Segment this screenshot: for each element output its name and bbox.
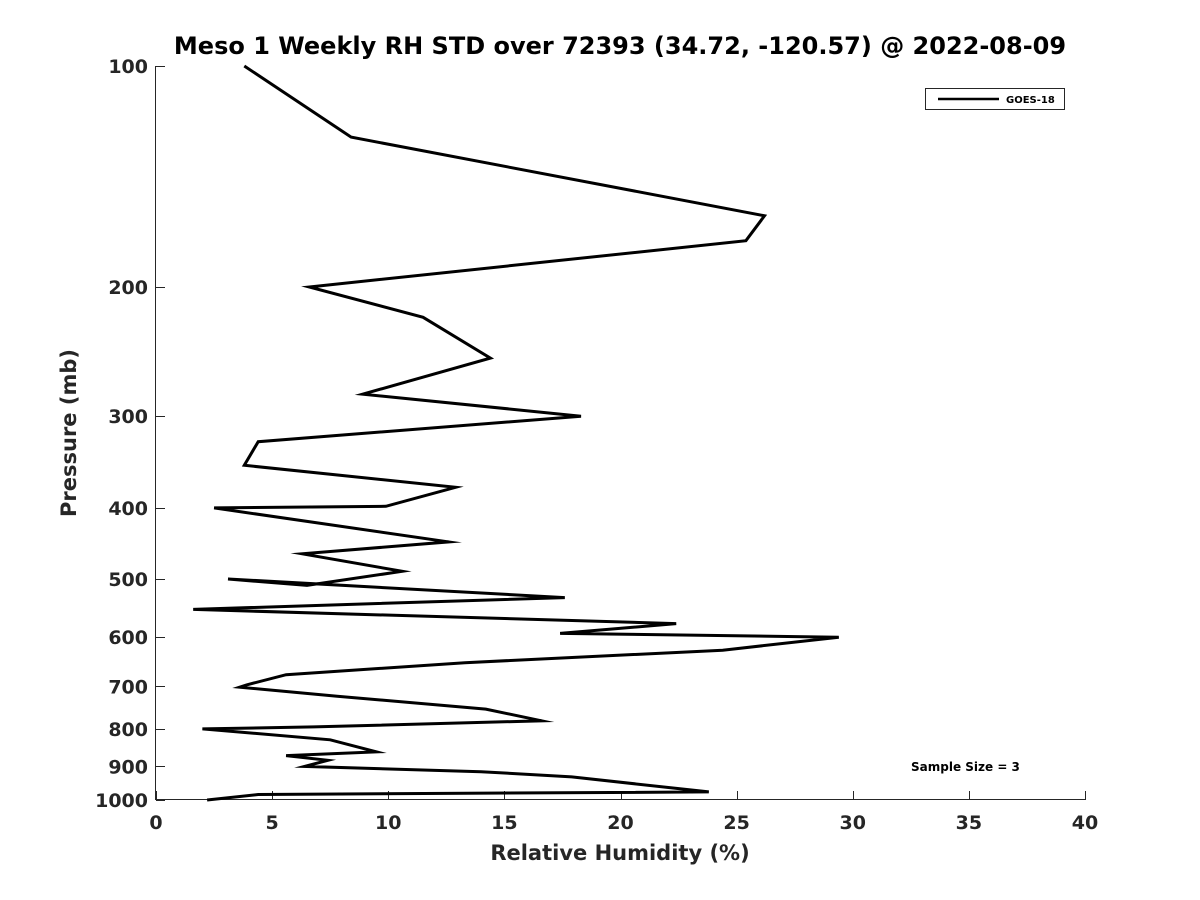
series-line-goes-18 — [193, 64, 839, 802]
y-ticks: 100 200 300 400 500 600 700 800 900 1000 — [95, 56, 165, 812]
y-axis-label: Pressure (mb) — [57, 349, 81, 517]
y-tick-label: 200 — [108, 277, 148, 299]
x-tick-label: 35 — [956, 812, 982, 834]
sample-size-annotation: Sample Size = 3 — [911, 760, 1020, 774]
x-tick-label: 20 — [607, 812, 633, 834]
y-tick-label: 900 — [108, 756, 148, 778]
chart-title: Meso 1 Weekly RH STD over 72393 (34.72, … — [174, 32, 1066, 60]
y-tick-label: 500 — [108, 569, 148, 591]
y-tick-label: 800 — [108, 719, 148, 741]
legend-entry-goes-18: GOES-18 — [1006, 95, 1055, 106]
y-tick-label: 600 — [108, 627, 148, 649]
x-tick-label: 40 — [1072, 812, 1098, 834]
axes — [155, 66, 1085, 800]
x-tick-label: 25 — [723, 812, 749, 834]
x-ticks: 0 5 10 15 20 25 30 35 40 — [149, 791, 1098, 834]
y-tick-label: 100 — [108, 56, 148, 78]
x-tick-label: 10 — [375, 812, 401, 834]
x-tick-label: 5 — [266, 812, 279, 834]
legend: GOES-18 — [925, 88, 1065, 110]
y-tick-label: 1000 — [95, 790, 148, 812]
y-tick-label: 700 — [108, 676, 148, 698]
x-tick-label: 15 — [491, 812, 517, 834]
x-tick-label: 30 — [840, 812, 866, 834]
y-tick-label: 400 — [108, 498, 148, 520]
series-layer — [193, 64, 839, 802]
y-tick-label: 300 — [108, 406, 148, 428]
x-axis-label: Relative Humidity (%) — [490, 841, 749, 865]
x-tick-label: 0 — [149, 812, 162, 834]
